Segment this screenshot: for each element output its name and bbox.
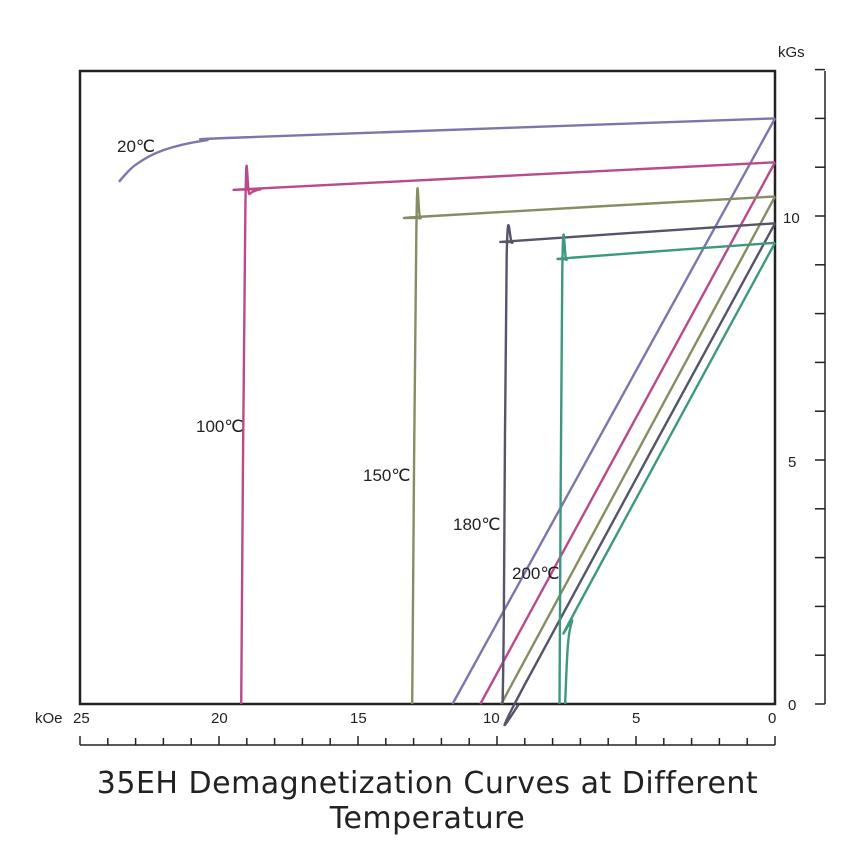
curve-20c-load-line — [451, 117, 777, 705]
curve-label-150c: 150℃ — [363, 466, 410, 485]
curve-label-20c: 20℃ — [117, 137, 155, 156]
y-tick-label-5: 5 — [788, 454, 796, 471]
x-tick-label-25: 25 — [73, 710, 90, 727]
x-unit-label: kOe — [35, 710, 63, 727]
y-ticks-group — [815, 68, 825, 705]
curve-150c-demag-line — [402, 187, 776, 705]
curve-label-200c: 200℃ — [512, 564, 559, 583]
curve-200c-load-line — [562, 242, 777, 705]
chart-title: 35EH Demagnetization Curves at Different… — [96, 766, 759, 836]
curves-group — [118, 117, 777, 727]
curve-150c-load-line — [500, 195, 777, 705]
curve-200c-demag-line — [556, 233, 776, 705]
curve-label-180c: 180℃ — [453, 515, 500, 534]
plot-frame — [78, 69, 777, 706]
x-tick-label-15: 15 — [350, 710, 367, 727]
curve-20c-demag-line — [118, 117, 776, 183]
y-tick-label-0: 0 — [788, 697, 796, 714]
curve-180c-load-line — [503, 222, 777, 727]
x-ticks-group — [79, 736, 776, 745]
curve-100c-load-line — [479, 161, 777, 705]
y-tick-label-10: 10 — [783, 210, 800, 227]
curve-label-100c: 100℃ — [196, 417, 243, 436]
x-tick-label-10: 10 — [483, 710, 500, 727]
x-tick-label-5: 5 — [632, 710, 640, 727]
curve-180c-demag-line — [499, 222, 776, 705]
curve-100c-demag-line — [232, 161, 776, 705]
x-tick-label-0: 0 — [768, 710, 776, 727]
x-tick-label-20: 20 — [211, 710, 228, 727]
y-unit-label: kGs — [778, 44, 805, 61]
